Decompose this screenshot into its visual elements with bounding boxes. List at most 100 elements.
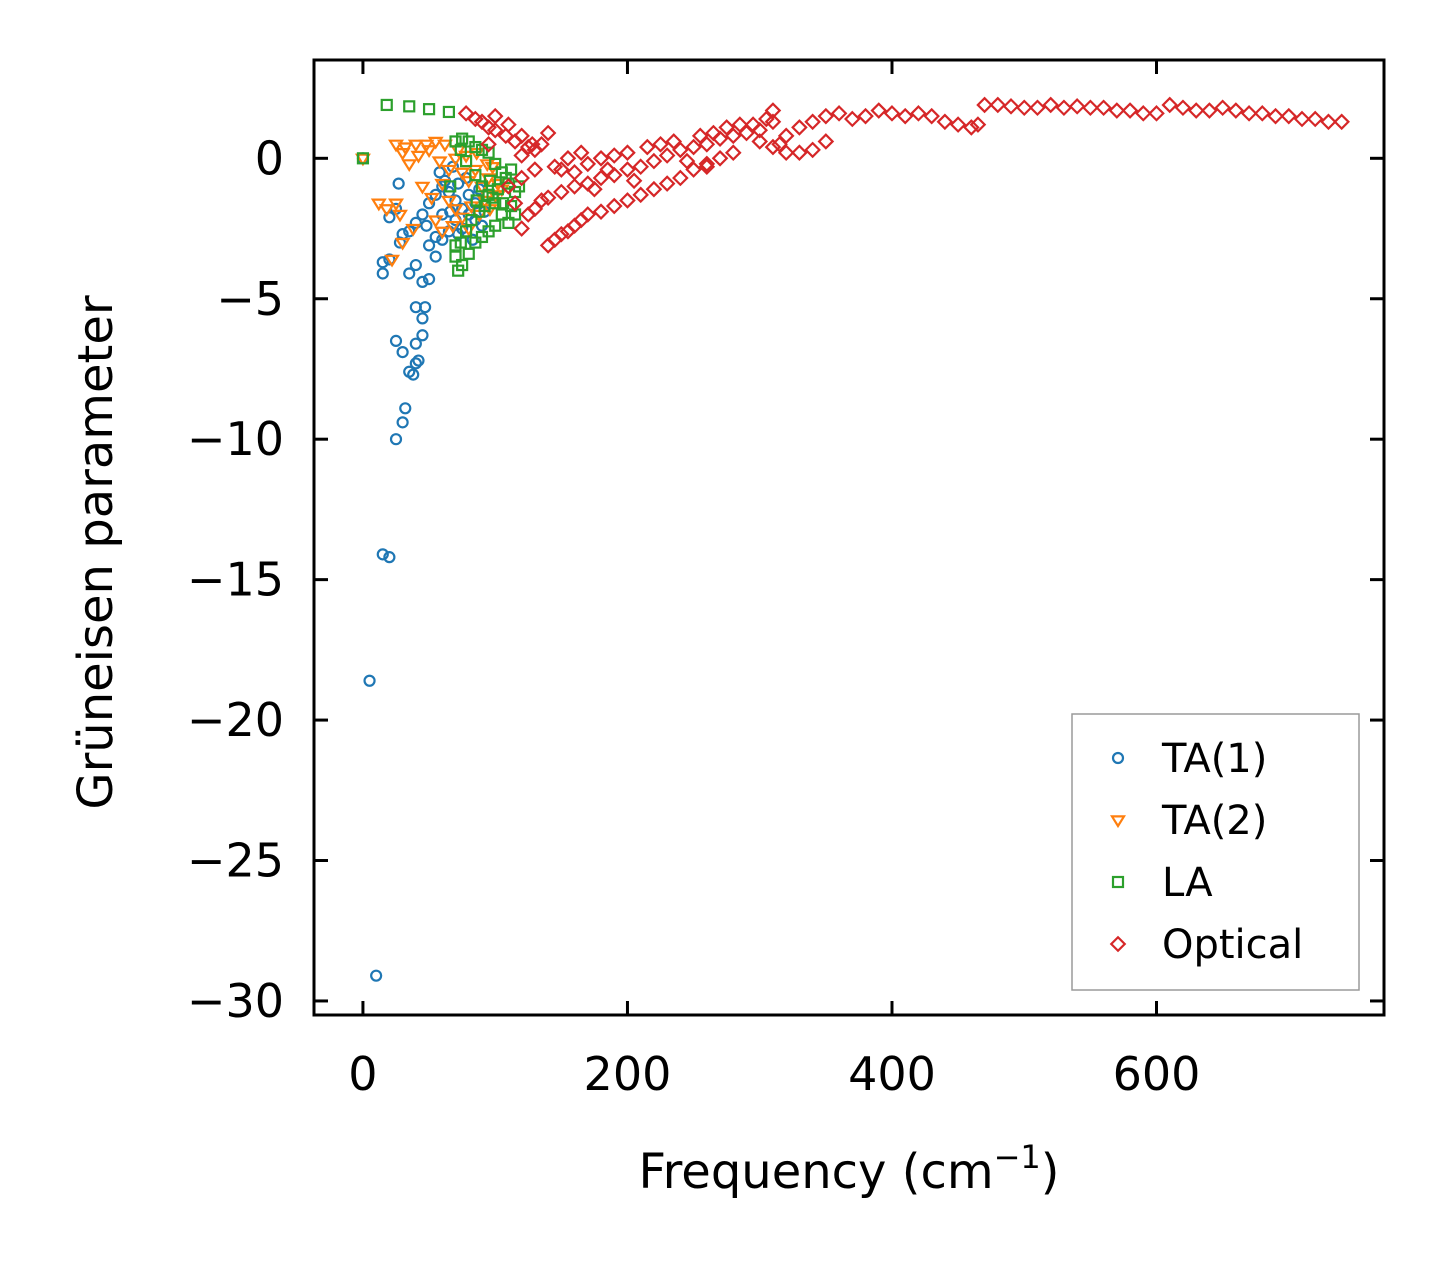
data-point <box>452 228 465 241</box>
data-point <box>500 178 517 195</box>
data-point <box>599 161 616 178</box>
data-point <box>401 159 418 173</box>
data-point <box>638 138 656 156</box>
data-point <box>491 183 504 196</box>
data-point <box>436 139 453 153</box>
data-point <box>658 147 676 164</box>
data-point <box>409 258 422 272</box>
data-point <box>764 102 782 119</box>
data-point <box>416 312 429 325</box>
data-point <box>394 147 411 161</box>
data-point <box>804 113 821 131</box>
data-point <box>506 194 524 212</box>
y-tick-label: −15 <box>187 553 284 607</box>
legend-item: LA <box>1111 860 1213 906</box>
data-point <box>456 258 469 272</box>
data-point <box>460 155 473 168</box>
data-point <box>711 150 729 167</box>
data-point <box>1333 113 1350 131</box>
data-point <box>403 100 416 113</box>
data-point <box>526 161 544 178</box>
data-point <box>354 153 371 167</box>
data-point <box>388 139 404 153</box>
data-point <box>497 127 515 145</box>
data-point <box>436 208 449 221</box>
data-point <box>363 674 376 687</box>
data-point <box>403 267 416 280</box>
y-tick-label: −5 <box>216 272 284 326</box>
y-tick-label: −25 <box>187 834 284 888</box>
data-point <box>421 145 438 158</box>
data-point <box>376 256 389 269</box>
data-point <box>416 275 429 288</box>
data-point <box>456 132 469 145</box>
data-point <box>447 204 464 217</box>
data-point <box>1134 105 1152 122</box>
data-point <box>423 192 440 206</box>
x-axis-title: Frequency (cm−1) <box>638 1138 1059 1200</box>
data-point <box>579 155 597 173</box>
data-point <box>976 96 993 114</box>
y-tick-label: 0 <box>255 131 284 185</box>
data-point <box>791 119 808 136</box>
data-point <box>489 157 502 171</box>
data-point <box>817 133 835 150</box>
data-point <box>442 105 456 119</box>
data-point <box>1306 110 1324 128</box>
data-point <box>523 135 541 153</box>
data-point <box>705 124 722 142</box>
data-point <box>513 220 530 237</box>
data-point <box>553 183 570 201</box>
data-point <box>489 219 502 232</box>
data-point <box>460 225 473 238</box>
data-point <box>1015 99 1033 117</box>
x-axis-title-main: Frequency (cm <box>638 1144 993 1200</box>
data-point <box>454 167 471 181</box>
data-point <box>883 105 901 122</box>
data-point <box>566 164 583 181</box>
data-point <box>665 133 683 150</box>
data-point <box>658 175 676 192</box>
x-axis: 0 200 400 600 <box>348 60 1200 1101</box>
series-la <box>356 98 526 277</box>
data-point <box>572 144 590 161</box>
data-point <box>619 192 636 209</box>
data-point <box>412 354 425 367</box>
data-point <box>356 152 370 165</box>
data-point <box>619 144 636 161</box>
y-axis: 0 −5 −10 −15 −20 −25 −30 <box>187 131 1384 1028</box>
data-point <box>592 150 610 167</box>
data-point <box>495 208 508 221</box>
data-point <box>389 433 403 446</box>
x-tick-label: 0 <box>348 1047 377 1101</box>
data-point <box>844 110 861 128</box>
data-point <box>422 272 436 286</box>
data-point <box>376 548 389 561</box>
data-point <box>1068 98 1086 115</box>
data-point <box>744 116 762 133</box>
data-point <box>1148 105 1165 122</box>
legend-label: Optical <box>1162 922 1303 968</box>
data-point <box>422 239 436 252</box>
data-point <box>1174 99 1192 117</box>
data-point <box>963 119 980 136</box>
legend-marker <box>1111 751 1125 765</box>
data-point <box>407 139 424 153</box>
data-point <box>410 150 427 164</box>
data-point <box>422 103 436 116</box>
data-point <box>1201 102 1218 119</box>
legend-item: TA(2) <box>1110 798 1267 844</box>
data-point <box>480 135 497 153</box>
data-point <box>1095 99 1112 117</box>
y-axis-title: Grüneisen parameter <box>68 295 124 810</box>
data-point <box>910 105 927 122</box>
data-point <box>923 107 940 125</box>
data-point <box>440 195 457 209</box>
data-point <box>409 357 422 370</box>
data-point <box>619 161 636 178</box>
data-point <box>436 233 449 246</box>
data-point <box>407 368 420 381</box>
data-point <box>1187 102 1205 119</box>
data-point <box>539 189 557 206</box>
data-point <box>1055 99 1073 117</box>
